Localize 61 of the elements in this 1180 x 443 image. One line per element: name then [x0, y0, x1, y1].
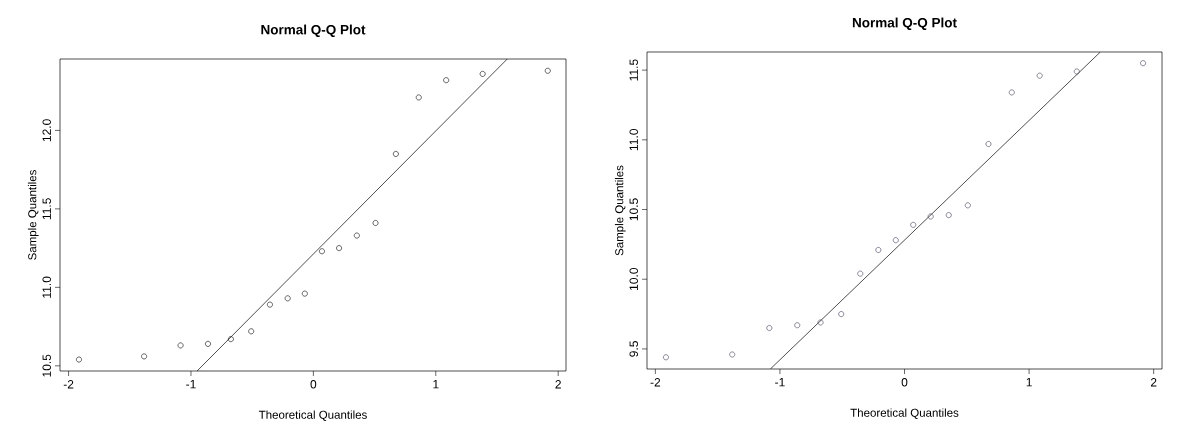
- x-axis-title: Theoretical Quantiles: [850, 408, 959, 419]
- x-tick-label: -1: [186, 380, 196, 389]
- point: [227, 336, 234, 343]
- point: [985, 141, 992, 147]
- y-tick-label: 11.5: [42, 198, 51, 220]
- x-tick-label: -2: [650, 378, 661, 387]
- point: [1008, 89, 1015, 96]
- point: [964, 202, 971, 209]
- x-tick-label: 1: [433, 380, 439, 389]
- x-tick-label: -1: [775, 378, 785, 387]
- point: [284, 295, 291, 302]
- point: [794, 322, 801, 329]
- point: [766, 325, 773, 331]
- y-tick-label: 12.0: [42, 119, 51, 142]
- point: [729, 351, 736, 358]
- x-tick-label: 1: [1026, 378, 1032, 387]
- point: [372, 220, 379, 226]
- point: [1073, 68, 1080, 75]
- point: [443, 77, 450, 84]
- point: [141, 353, 147, 360]
- y-tick-label: 9.5: [629, 341, 638, 357]
- point: [875, 247, 882, 253]
- x-tick-label: 2: [555, 380, 561, 389]
- point: [336, 245, 342, 252]
- point: [177, 342, 184, 349]
- point: [544, 67, 551, 74]
- y-tick-label: 10.0: [629, 268, 638, 290]
- point: [1036, 72, 1043, 79]
- point: [838, 311, 845, 317]
- y-tick-label: 10.5: [629, 198, 638, 221]
- y-tick-label: 11.0: [629, 129, 638, 151]
- point: [927, 213, 934, 220]
- x-tick-label: -2: [63, 380, 74, 389]
- y-tick-label: 10.5: [42, 354, 51, 377]
- point: [76, 356, 82, 363]
- point: [663, 354, 669, 361]
- x-axis-title: Theoretical Quantiles: [258, 410, 367, 421]
- point: [301, 290, 308, 297]
- point: [910, 221, 917, 228]
- point: [248, 328, 255, 335]
- point: [1140, 60, 1146, 67]
- point: [945, 212, 952, 218]
- point: [319, 248, 325, 255]
- x-tick-label: 2: [1150, 378, 1157, 387]
- y-axis-title: Sample Quantiles: [27, 170, 39, 260]
- point: [415, 94, 422, 101]
- point: [892, 237, 899, 244]
- point: [205, 340, 211, 347]
- point: [353, 232, 360, 239]
- chart-title: Normal Q-Q Plot: [852, 17, 957, 30]
- y-tick-label: 11.0: [42, 276, 51, 298]
- point: [817, 319, 824, 326]
- y-tick-label: 11.5: [629, 59, 638, 81]
- point: [857, 270, 864, 277]
- chart-title: Normal Q-Q Plot: [261, 24, 366, 37]
- x-tick-label: 0: [310, 380, 317, 389]
- point: [267, 301, 273, 308]
- point: [392, 151, 399, 157]
- point: [479, 71, 486, 77]
- y-axis-title: Sample Quantiles: [614, 165, 626, 256]
- x-tick-label: 0: [901, 378, 908, 387]
